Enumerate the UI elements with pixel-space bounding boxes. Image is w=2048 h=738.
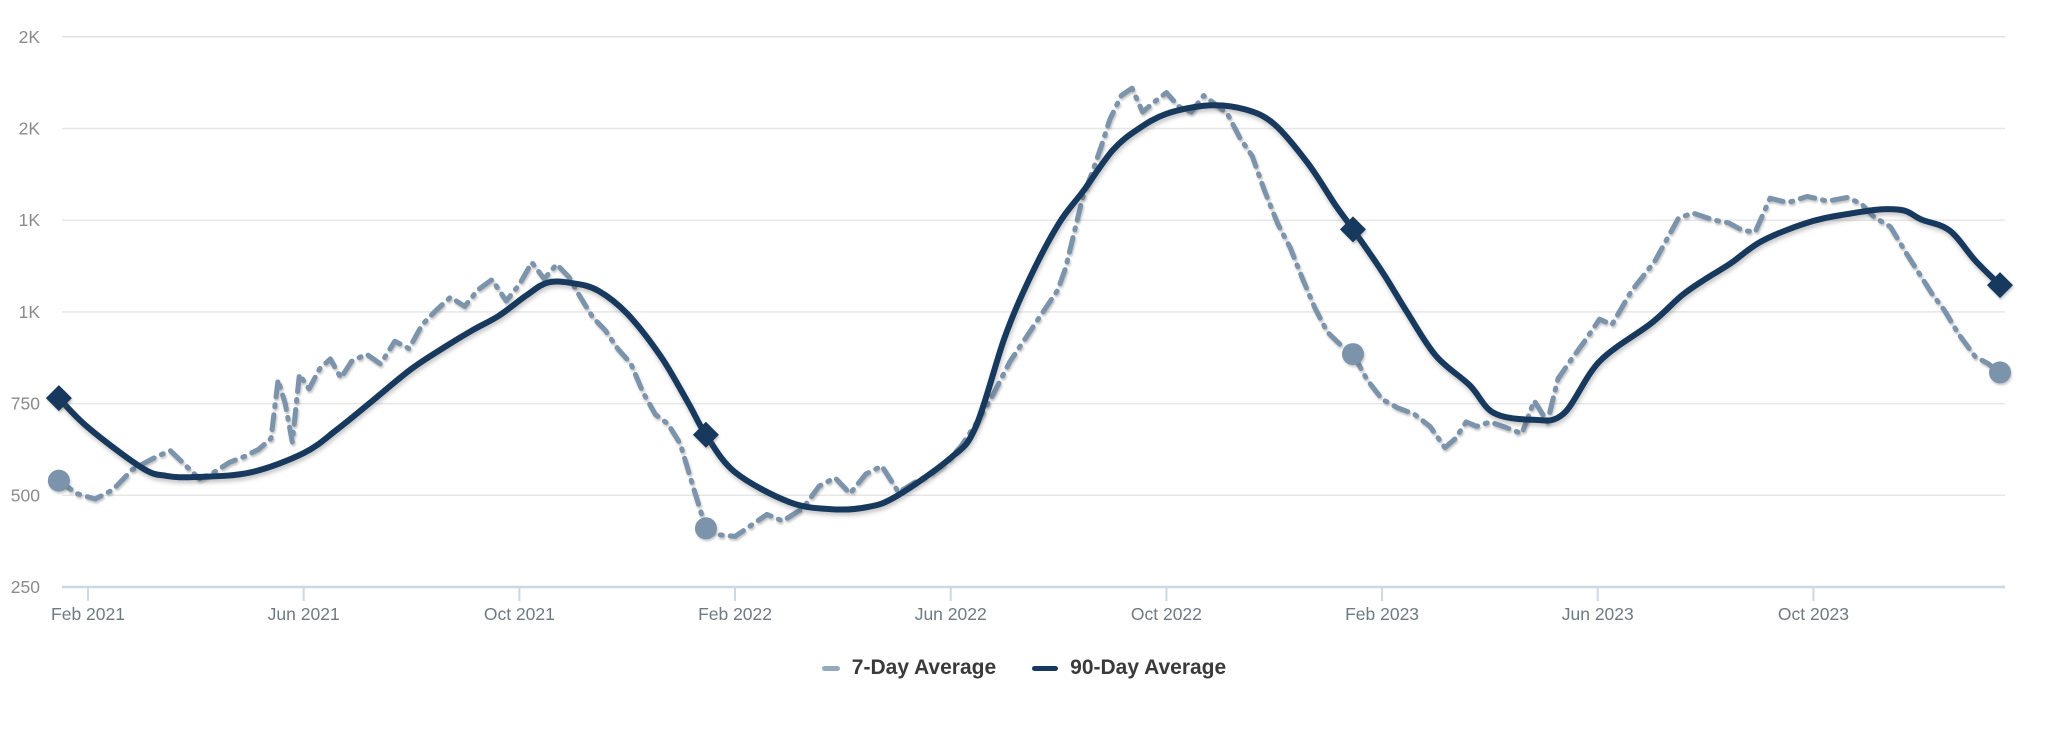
marker-circle-7day[interactable] (1341, 343, 1364, 366)
x-tick-label: Feb 2023 (1345, 604, 1419, 624)
legend: 7-Day Average 90-Day Average (0, 648, 2048, 688)
legend-item-90day[interactable]: 90-Day Average (1032, 656, 1226, 680)
x-tick-label: Jun 2023 (1562, 604, 1634, 624)
marker-diamond-90day[interactable] (1986, 272, 2013, 299)
x-tick-label: Feb 2022 (698, 604, 772, 624)
series-90day-line[interactable] (55, 102, 2003, 513)
y-tick-label: 2K (19, 119, 41, 139)
y-tick-label: 1K (19, 302, 41, 322)
x-tick-label: Oct 2021 (484, 604, 555, 624)
x-tick-label: Oct 2022 (1131, 604, 1202, 624)
x-axis-labels: Feb 2021 Jun 2021 Oct 2021 Feb 2022 Jun 2022… (51, 604, 1849, 624)
y-tick-label: 250 (11, 577, 40, 597)
x-tick-label: Jun 2022 (915, 604, 987, 624)
legend-item-7day[interactable]: 7-Day Average (821, 656, 997, 680)
y-tick-label: 750 (11, 394, 40, 414)
x-axis (62, 585, 2005, 601)
line-90day-average[interactable] (55, 102, 2003, 513)
y-gridlines (62, 36, 2005, 588)
legend-label-7day: 7-Day Average (851, 656, 997, 679)
series-90day-markers[interactable] (45, 216, 2013, 448)
x-tick-label: Feb 2021 (51, 604, 125, 624)
marker-circle-7day[interactable] (47, 469, 70, 492)
x-tick-label: Oct 2023 (1778, 604, 1849, 624)
marker-circle-7day[interactable] (694, 517, 717, 540)
y-tick-label: 500 (11, 485, 40, 505)
legend-label-90day: 90-Day Average (1070, 656, 1227, 679)
y-tick-label: 2K (19, 27, 41, 47)
y-axis-labels: 2K 2K 1K 1K 750 500 250 (11, 27, 41, 597)
series-7day-markers[interactable] (47, 343, 2011, 540)
marker-diamond-90day[interactable] (1339, 216, 1366, 243)
x-tick-label: Jun 2021 (268, 604, 340, 624)
marker-diamond-90day[interactable] (45, 385, 72, 412)
marker-circle-7day[interactable] (1988, 361, 2011, 384)
line-7day-average[interactable] (56, 85, 2003, 539)
dashed-line-swatch-icon (821, 665, 840, 671)
solid-line-swatch-icon (1032, 665, 1059, 671)
marker-diamond-90day[interactable] (692, 421, 719, 448)
series-7day-line[interactable] (56, 85, 2003, 539)
y-tick-label: 1K (19, 210, 41, 230)
